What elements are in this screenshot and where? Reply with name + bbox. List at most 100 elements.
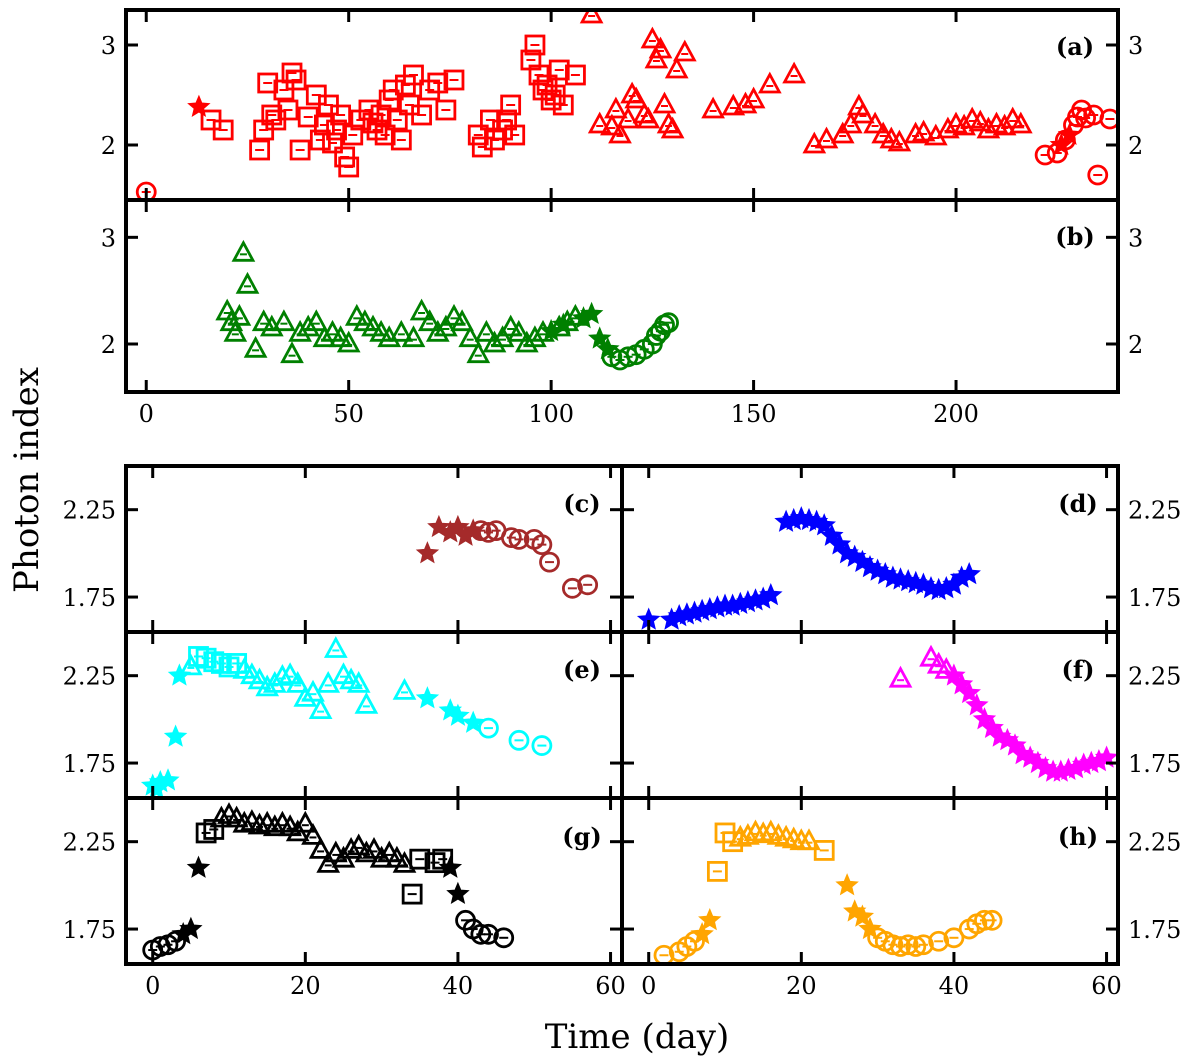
- data-point-star: [850, 904, 875, 927]
- data-point-star: [588, 326, 612, 349]
- data-point-star: [163, 724, 188, 747]
- data-point-square: [289, 139, 311, 161]
- data-point-triangle: [757, 71, 782, 94]
- data-point-star: [1049, 132, 1074, 155]
- data-point-triangle: [466, 341, 491, 364]
- data-point-triangle: [389, 319, 414, 342]
- data-point-triangle: [660, 116, 685, 139]
- data-point-triangle: [450, 309, 474, 332]
- data-point-triangle: [587, 111, 612, 134]
- y-tick-label: 1.75: [63, 584, 116, 612]
- data-point-circle: [882, 934, 904, 956]
- data-point-circle: [531, 534, 553, 556]
- data-point-triangle: [369, 845, 394, 868]
- y-tick-label: 1.75: [1128, 750, 1181, 778]
- data-point-triangle: [362, 836, 386, 859]
- x-tick-label: 40: [939, 972, 970, 1000]
- x-tick-label: 20: [786, 972, 817, 1000]
- data-point-triangle: [919, 644, 943, 667]
- data-point-square: [443, 69, 465, 91]
- data-point-triangle: [968, 109, 993, 132]
- data-point-circle: [897, 934, 919, 956]
- data-point-triangle: [490, 325, 515, 348]
- data-point-star: [1057, 122, 1082, 145]
- data-point-triangle: [278, 662, 302, 685]
- data-point-square: [330, 104, 351, 126]
- data-point-circle: [478, 923, 499, 945]
- data-point-triangle: [579, 10, 604, 24]
- data-point-triangle: [425, 319, 450, 342]
- data-point-triangle: [227, 303, 252, 326]
- data-point-star: [415, 686, 440, 709]
- data-point-triangle: [316, 850, 341, 873]
- data-point-triangle: [721, 93, 746, 116]
- data-point-triangle: [280, 341, 304, 364]
- panel-tag: (e): [563, 655, 601, 684]
- panel-f: 1.75 2.25 (f): [620, 630, 1181, 800]
- data-point-circle: [500, 527, 522, 549]
- data-point-triangle: [782, 61, 806, 84]
- data-points: [415, 514, 599, 599]
- y-tick-label: 2: [1128, 132, 1143, 160]
- data-point-triangle: [733, 91, 758, 114]
- data-point-triangle: [648, 36, 673, 59]
- data-points: [888, 644, 1118, 782]
- data-point-square: [471, 136, 493, 158]
- data-point-triangle: [285, 670, 310, 693]
- x-tick-label: 20: [290, 972, 321, 1000]
- data-point-triangle: [409, 298, 434, 321]
- data-point-square: [427, 72, 449, 94]
- y-tick-label: 2.25: [63, 497, 116, 525]
- data-point-triangle: [797, 828, 821, 851]
- x-tick-label: 100: [528, 400, 574, 428]
- data-point-triangle: [179, 653, 203, 676]
- data-point-square: [277, 99, 299, 121]
- data-point-square: [409, 848, 431, 870]
- data-point-triangle: [814, 126, 839, 149]
- data-point-square: [249, 139, 271, 161]
- data-point-circle: [562, 577, 583, 599]
- data-point-triangle: [976, 116, 1001, 139]
- data-point-square: [326, 119, 347, 141]
- y-tick-label: 2.25: [63, 663, 116, 691]
- data-point-triangle: [293, 684, 318, 707]
- y-tick-label: 3: [1128, 32, 1143, 60]
- data-point-square: [432, 848, 454, 870]
- data-point-square: [322, 132, 343, 154]
- data-point-square: [257, 72, 279, 94]
- data-point-square: [524, 34, 546, 56]
- data-point-circle: [658, 312, 679, 334]
- data-point-triangle: [992, 113, 1017, 136]
- data-point-square: [403, 64, 424, 86]
- data-point-square: [552, 94, 574, 116]
- data-point-star: [187, 94, 211, 117]
- data-point-circle: [531, 735, 553, 756]
- x-axis-label: Time (day): [545, 1017, 730, 1057]
- data-point-triangle: [392, 850, 417, 873]
- y-tick-label: 2.25: [63, 829, 116, 857]
- x-tick-label: 200: [933, 400, 979, 428]
- y-tick-label: 3: [1128, 224, 1143, 252]
- y-tick-label: 3: [101, 32, 116, 60]
- data-point-triangle: [293, 810, 318, 833]
- panel-g: 0 20 40 60 1.75 2.25 (g): [63, 796, 626, 1000]
- data-point-triangle: [701, 96, 725, 119]
- data-point-square: [504, 124, 526, 146]
- data-point-star: [858, 916, 882, 940]
- panel-e: 1.75 2.25 (e): [63, 630, 624, 800]
- data-point-triangle: [323, 636, 348, 658]
- data-point-square: [338, 156, 360, 178]
- data-point-triangle: [223, 319, 248, 342]
- data-point-circle: [653, 944, 675, 964]
- data-point-triangle: [434, 314, 458, 337]
- data-point-circle: [928, 930, 950, 952]
- data-point-triangle: [664, 56, 689, 79]
- data-point-triangle: [401, 325, 426, 348]
- data-point-triangle: [911, 119, 936, 142]
- data-point-square: [382, 79, 404, 101]
- y-tick-label: 2: [1128, 331, 1143, 359]
- data-points: [140, 636, 553, 798]
- data-point-circle: [508, 729, 530, 751]
